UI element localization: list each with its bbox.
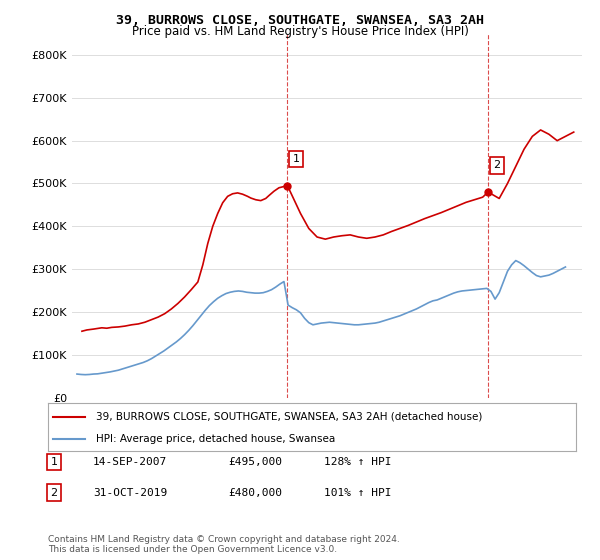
Text: 101% ↑ HPI: 101% ↑ HPI xyxy=(324,488,392,498)
Text: Contains HM Land Registry data © Crown copyright and database right 2024.
This d: Contains HM Land Registry data © Crown c… xyxy=(48,535,400,554)
Text: 128% ↑ HPI: 128% ↑ HPI xyxy=(324,457,392,467)
Text: 1: 1 xyxy=(292,154,299,164)
Text: 39, BURROWS CLOSE, SOUTHGATE, SWANSEA, SA3 2AH: 39, BURROWS CLOSE, SOUTHGATE, SWANSEA, S… xyxy=(116,14,484,27)
Text: 31-OCT-2019: 31-OCT-2019 xyxy=(93,488,167,498)
Text: HPI: Average price, detached house, Swansea: HPI: Average price, detached house, Swan… xyxy=(95,434,335,444)
Text: 39, BURROWS CLOSE, SOUTHGATE, SWANSEA, SA3 2AH (detached house): 39, BURROWS CLOSE, SOUTHGATE, SWANSEA, S… xyxy=(95,412,482,422)
Text: Price paid vs. HM Land Registry's House Price Index (HPI): Price paid vs. HM Land Registry's House … xyxy=(131,25,469,38)
Text: 14-SEP-2007: 14-SEP-2007 xyxy=(93,457,167,467)
Text: 1: 1 xyxy=(50,457,58,467)
Text: £480,000: £480,000 xyxy=(228,488,282,498)
Text: 2: 2 xyxy=(493,161,500,170)
Text: 2: 2 xyxy=(50,488,58,498)
Text: £495,000: £495,000 xyxy=(228,457,282,467)
